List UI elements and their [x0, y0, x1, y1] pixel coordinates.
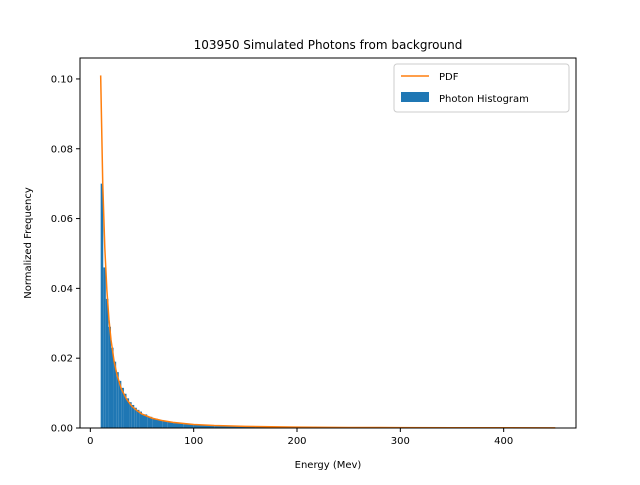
legend-histogram-swatch [401, 92, 429, 102]
histogram-bar [106, 299, 109, 428]
x-tick-label: 100 [184, 436, 203, 447]
x-axis-label: Energy (Mev) [295, 460, 362, 471]
x-tick-label: 300 [391, 436, 410, 447]
axes-frame [80, 58, 576, 428]
histogram-bar [101, 184, 104, 428]
y-tick-label: 0.02 [51, 354, 73, 365]
histogram-bars [101, 184, 556, 428]
legend-pdf-label: PDF [439, 72, 459, 83]
chart-title: 103950 Simulated Photons from background [194, 38, 463, 52]
y-tick-label: 0.00 [51, 424, 73, 435]
y-tick-label: 0.10 [51, 74, 73, 85]
x-tick-label: 0 [87, 436, 93, 447]
pdf-curve-layer [101, 75, 556, 427]
legend-histogram-label: Photon Histogram [439, 94, 529, 105]
x-tick-label: 400 [494, 436, 513, 447]
x-tick-label: 200 [287, 436, 306, 447]
y-axis-label: Normalized Frequency [23, 187, 34, 299]
chart-legend: PDF Photon Histogram [394, 64, 569, 112]
y-tick-label: 0.04 [51, 284, 73, 295]
histogram-bar [103, 267, 106, 428]
x-axis-ticks: 0 100 200 300 400 [87, 428, 513, 447]
y-tick-label: 0.08 [51, 144, 73, 155]
pdf-curve-line [101, 75, 556, 427]
y-axis-ticks: 0.00 0.02 0.04 0.06 0.08 0.10 [51, 74, 80, 434]
y-tick-label: 0.06 [51, 214, 73, 225]
